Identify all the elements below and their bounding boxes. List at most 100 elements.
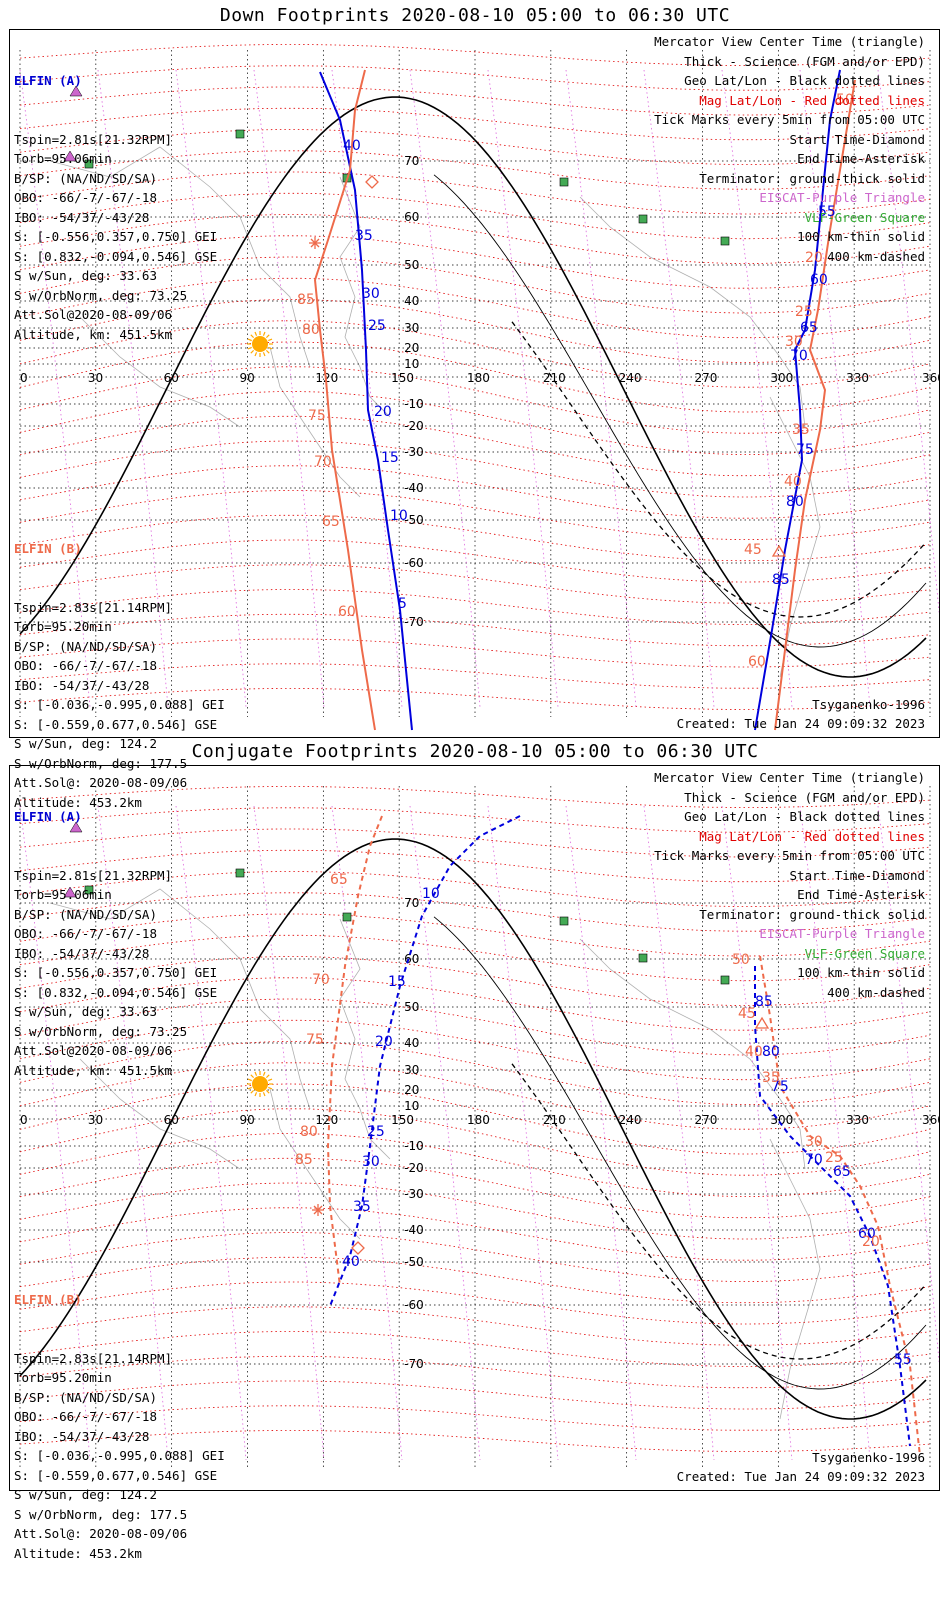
info-line: S w/OrbNorm, deg: 73.25 (14, 287, 188, 303)
elfin-b-tick-label: 60 (338, 604, 356, 620)
info-line: S: [-0.036,-0.995,0.088] GEI (14, 697, 225, 712)
info-line: Att.Sol@2020-08-09/06 (14, 307, 173, 322)
elfin-b-tick-label: 25 (795, 304, 813, 320)
lat-tick-label: -70 (404, 1357, 424, 1371)
elfin-b-info-conjugate: ELFIN (B) Tspin=2.83s[21.14RPM] Torb=95.2… (14, 1251, 225, 1602)
coastline (269, 1088, 361, 1240)
info-line: S w/Sun, deg: 124.2 (14, 736, 157, 751)
mag-parallel (19, 192, 931, 240)
lon-tick-label: 210 (543, 371, 566, 385)
info-line: Att.Sol@: 2020-08-09/06 (14, 1526, 188, 1541)
elfin-b-tick-label: 45 (738, 1006, 756, 1022)
lat-tick-label: 40 (404, 294, 419, 308)
elfin-a-tick-label: 5 (398, 596, 407, 612)
sun-icon (247, 1071, 273, 1097)
elfin-b-tick-label: 70 (312, 972, 330, 988)
lat-tick-label: -50 (404, 1255, 424, 1269)
elfin-b-tick-label: 80 (302, 322, 320, 338)
mag-parallel (19, 977, 931, 1031)
lon-tick-label: 360 (922, 1113, 939, 1127)
info-line: S: [-0.036,-0.995,0.088] GEI (14, 1448, 225, 1463)
lon-tick-label: 330 (846, 1113, 869, 1127)
terminator-ground (19, 838, 927, 1420)
elfin-a-tick-label: 15 (381, 450, 399, 466)
lon-tick-label: 240 (619, 1113, 642, 1127)
terminator-100km (433, 174, 927, 648)
terminator-400km (511, 321, 927, 618)
vlf-square (342, 912, 352, 922)
elfin-a-tick-label: 85 (755, 994, 773, 1010)
sun-ray (254, 1071, 258, 1076)
sun-ray (247, 338, 252, 342)
start-diamond (351, 1241, 365, 1255)
elfin-b-track-west (326, 815, 383, 1287)
mag-parallel (19, 171, 931, 215)
legend-entry: Thick - Science (FGM and/or EPD) (684, 53, 925, 69)
lon-tick-label: 150 (391, 371, 414, 385)
elfin-b-tick-label: 30 (805, 1134, 823, 1150)
mag-parallel (19, 465, 931, 519)
info-line: S w/Sun, deg: 33.63 (14, 1004, 157, 1019)
panel-title-conjugate: Conjugate Footprints 2020-08-10 05:00 to… (191, 741, 759, 762)
mag-parallel (19, 564, 931, 604)
info-line: B/SP: (NA/ND/SD/SA) (14, 1389, 157, 1405)
lat-tick-label: 10 (404, 1099, 419, 1113)
info-line: OBO: -66/-7/-67/-18 (14, 658, 157, 673)
elfin-a-tick-label: 20 (374, 404, 392, 420)
elfin-b-tick-label: 60 (748, 654, 766, 670)
mag-parallel (19, 490, 931, 540)
mag-parallel (19, 1133, 931, 1197)
mag-parallel (19, 1232, 931, 1282)
elfin-b-track-west (313, 69, 376, 731)
mag-parallel (19, 514, 931, 562)
vlf-square (720, 236, 730, 246)
model-label-conjugate: Tsyganenko-1996 (812, 1450, 925, 1465)
elfin-a-tick-label: 60 (810, 272, 828, 288)
map-canvas-conjugate: 0306090120150180210240270300330360706050… (19, 786, 949, 1470)
end-asterisk (309, 237, 321, 249)
mag-parallel (19, 44, 931, 66)
mag-parallel (19, 1157, 931, 1219)
info-line: S w/OrbNorm, deg: 177.5 (14, 1506, 188, 1522)
lat-tick-label: 50 (404, 1000, 419, 1014)
info-line: Altitude: 453.2km (14, 794, 142, 810)
lat-tick-label: -40 (404, 481, 424, 495)
elfin-a-header: ELFIN (A) (14, 809, 82, 824)
lon-tick-label: 330 (846, 371, 869, 385)
sun-ray (262, 331, 266, 336)
mag-parallel (19, 1281, 931, 1325)
mag-parallel (19, 440, 931, 498)
legend-entry: Mercator View Center Time (triangle) (654, 34, 925, 49)
elfin-a-tick-label: 65 (833, 1164, 851, 1180)
mag-parallel (19, 688, 931, 710)
sun-icon (247, 331, 273, 357)
vlf-square (638, 214, 648, 224)
mag-parallel (19, 150, 931, 190)
elfin-a-tick-label: 80 (762, 1044, 780, 1060)
elfin-a-tick-label: 60 (858, 1226, 876, 1242)
elfin-b-tick-label: 50 (836, 92, 854, 108)
info-line: Att.Sol@: 2020-08-09/06 (14, 775, 188, 790)
elfin-a-tick-label: 65 (800, 320, 818, 336)
elfin-b-tick-label: 75 (306, 1032, 324, 1048)
legend-entry: End Time-Asterisk (797, 151, 925, 166)
info-line: Tspin=2.81s[21.32RPM] (14, 867, 173, 883)
lon-tick-label: 210 (543, 1113, 566, 1127)
legend-entry: 400 km-dashed (827, 248, 925, 264)
legend-entry: 100 km-thin solid (797, 229, 925, 244)
sun-ray (268, 338, 273, 342)
mag-parallel (19, 1207, 931, 1261)
vlf-square (235, 868, 245, 878)
elfin-b-track-east (759, 955, 921, 1457)
sun-ray (268, 1078, 273, 1082)
elfin-b-tick-label: 25 (825, 1150, 843, 1166)
map-canvas-down: 0 30 60 90 120 150 180 210 240 270 300 330 360 70 60 50… (19, 44, 949, 731)
elfin-b-lines: Tspin=2.83s[21.14RPM] Torb=95.20min B/SP: … (14, 598, 225, 813)
elfin-a-header: ELFIN (A) (14, 73, 82, 88)
info-line: Tspin=2.83s[21.14RPM] (14, 599, 173, 615)
info-line: Att.Sol@2020-08-09/06 (14, 1043, 173, 1058)
mag-parallel (19, 589, 931, 625)
lat-tick-label: -20 (404, 1161, 424, 1175)
mag-parallel (19, 1331, 931, 1367)
mag-parallel (19, 1256, 931, 1304)
